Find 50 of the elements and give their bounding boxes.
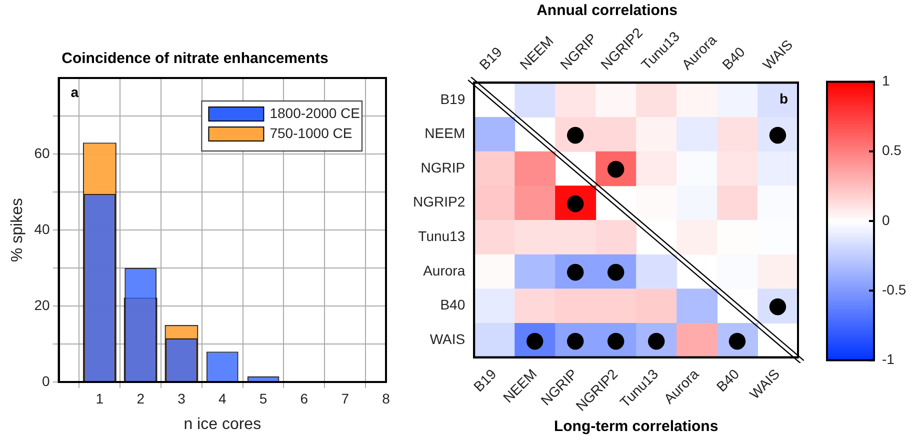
color-bar-label: 0 [882,212,890,228]
x-axis-title: Long-term correlations [554,418,718,436]
y-tick-label: 0 [42,372,50,389]
category-label: B19 [476,44,505,73]
data-label: ● [606,156,626,182]
y-tick-label: 60 [34,144,50,161]
x-tick-label: 5 [259,390,268,406]
y-tick-label: 20 [34,296,50,313]
y-tick-label: NGRIP2 [413,194,466,210]
y-tick-label: Aurora [423,262,466,278]
data-label: ● [606,259,626,284]
data-label: ● [768,122,788,147]
chart-title: Annual correlations [536,2,678,20]
y-axis-title: % spikes [9,198,26,262]
data-label: ● [566,259,585,284]
x-tick-label: B40 [713,366,742,395]
data-label: ● [606,328,626,353]
y-tick-label: WAIS [430,330,466,347]
data-label: ● [566,122,585,147]
data-label: ● [566,190,585,216]
legend-label: 750-1000 CE [270,124,352,141]
x-tick-label: 7 [341,390,350,406]
x-tick-label: 8 [382,390,390,406]
data-label: ● [566,328,585,353]
y-tick-label: 40 [34,220,50,237]
data-label: ● [768,294,788,319]
data-label: ● [646,328,666,353]
y-tick-label: NGRIP [420,159,466,176]
x-tick-label: B19 [470,366,500,395]
x-axis-title: n ice cores [184,416,262,433]
y-tick-label: B40 [440,296,466,313]
legend-label: 1800-2000 CE [270,104,360,121]
x-tick-label: 3 [178,390,186,406]
color-bar-label: -1 [882,351,895,368]
x-tick-label: 2 [136,390,145,406]
category-label: B40 [718,44,748,73]
annotation: b [779,90,788,107]
y-tick-label: NEEM [424,125,466,142]
x-tick-label: 4 [218,390,226,406]
color-bar-label: 1 [882,72,890,89]
data-label: ● [525,328,544,353]
color-bar-label: 0.5 [882,142,902,158]
x-tick-label: 6 [300,390,308,406]
x-tick-label: 1 [96,390,104,406]
y-tick-label: Tunu13 [418,228,466,244]
annotation: a [70,84,79,100]
chart-title: Coincidence of nitrate enhancements [62,50,328,68]
y-tick-label: B19 [440,90,466,107]
color-bar-label: -0.5 [882,281,906,298]
data-label: ● [728,328,747,353]
